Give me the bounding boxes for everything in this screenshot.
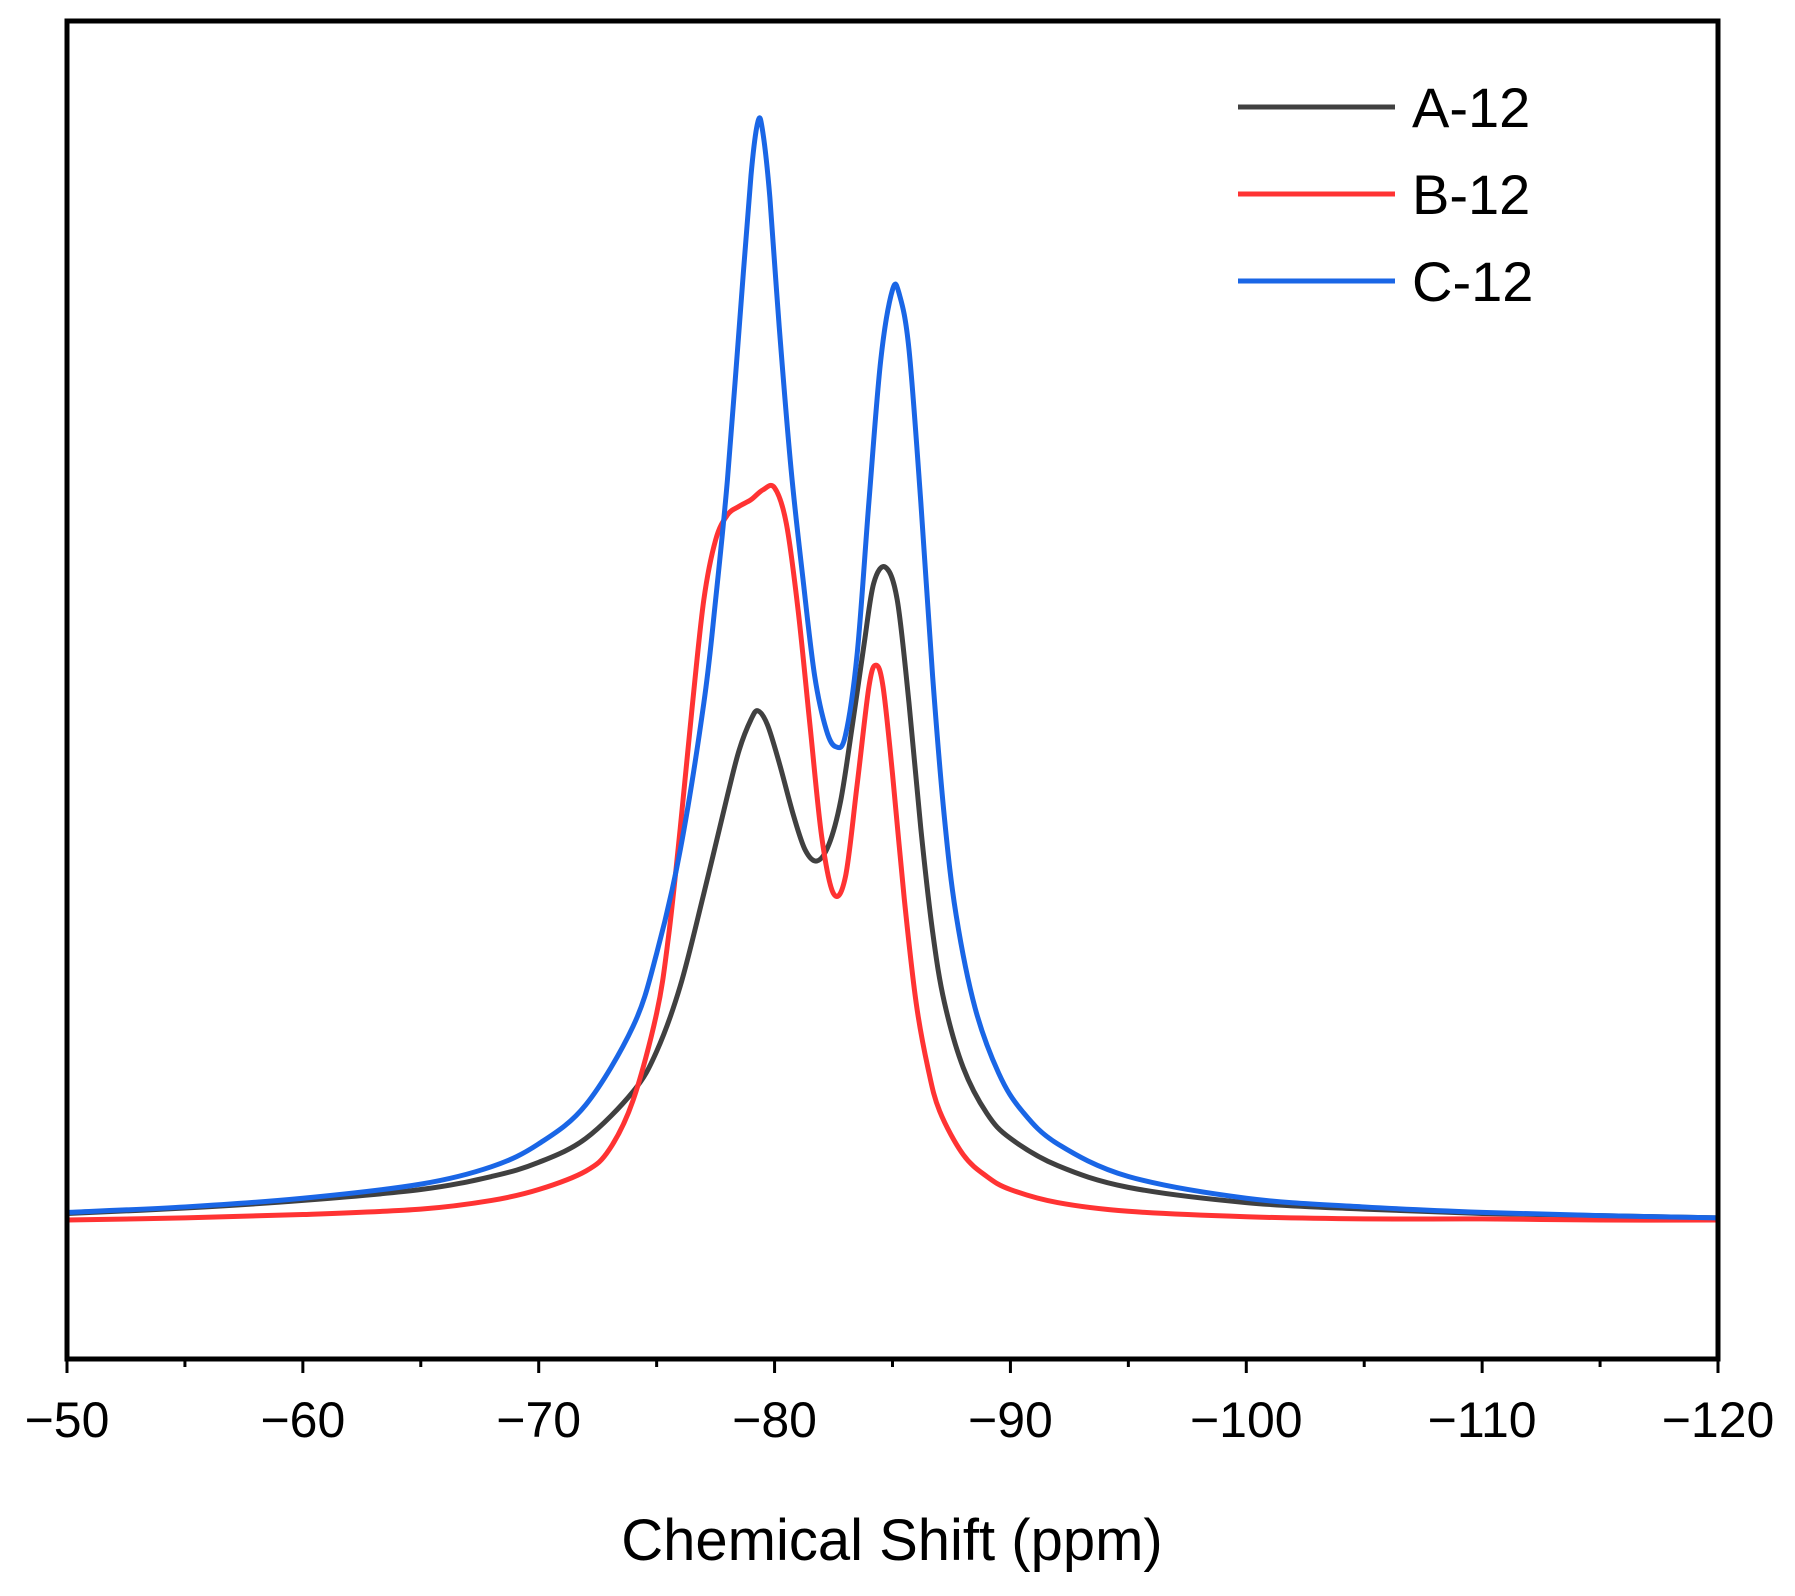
series-line-c-12	[66, 115, 1719, 1221]
series-group	[66, 115, 1719, 1223]
x-tick-label: −70	[496, 1392, 581, 1448]
x-tick-label: −120	[1662, 1392, 1775, 1448]
x-tick-label: −80	[732, 1392, 817, 1448]
x-tick-label: −90	[968, 1392, 1053, 1448]
x-tick-label: −60	[260, 1392, 345, 1448]
series-line-b-12	[66, 482, 1719, 1223]
series-line-a-12	[66, 564, 1719, 1221]
legend-label-c-12: C-12	[1412, 250, 1533, 313]
x-axis-title: Chemical Shift (ppm)	[621, 1508, 1162, 1573]
legend: A-12 B-12 C-12	[1238, 76, 1533, 313]
x-tick-label: −50	[25, 1392, 110, 1448]
legend-label-a-12: A-12	[1412, 76, 1530, 139]
legend-label-b-12: B-12	[1412, 163, 1530, 226]
x-tick-label: −100	[1190, 1392, 1303, 1448]
x-tick-label: −110	[1428, 1392, 1537, 1448]
x-axis: −50 −60 −70 −80 −90 −100 −110 −120	[25, 1359, 1775, 1448]
